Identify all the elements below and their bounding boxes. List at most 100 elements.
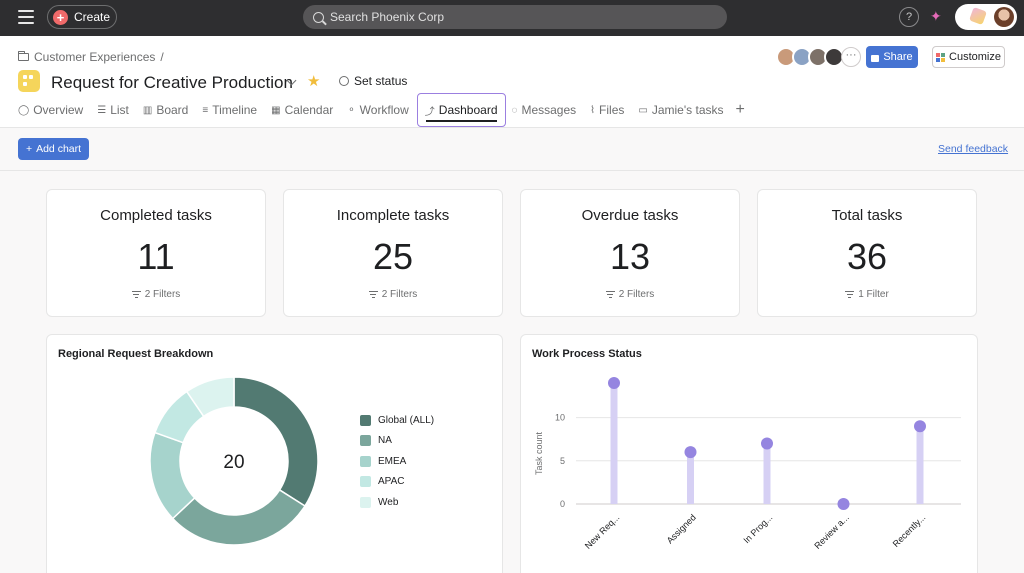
- tab-files[interactable]: ⌇ Files: [590, 98, 624, 122]
- tab-timeline[interactable]: ≡ Timeline: [202, 98, 257, 122]
- breadcrumb-separator: /: [160, 50, 164, 64]
- breadcrumb[interactable]: Customer Experiences /: [18, 50, 164, 64]
- data-point[interactable]: [608, 377, 620, 389]
- tab-workflow[interactable]: ⚬ Workflow: [347, 98, 409, 122]
- stat-value: 25: [372, 236, 414, 277]
- create-button[interactable]: + Create: [47, 5, 117, 29]
- share-button[interactable]: Share: [866, 46, 918, 68]
- legend-label: NA: [378, 435, 392, 446]
- stat-card-completed[interactable]: Completed tasks 11 2 Filters: [46, 189, 266, 317]
- add-chart-button[interactable]: + Add chart: [18, 138, 89, 160]
- stat-value: 11: [137, 236, 175, 277]
- data-point[interactable]: [761, 437, 773, 450]
- y-tick-label: 0: [560, 499, 565, 509]
- search-input[interactable]: Search Phoenix Corp: [303, 5, 727, 29]
- stat-card-incomplete[interactable]: Incomplete tasks 25 2 Filters: [283, 189, 503, 317]
- files-icon: ⌇: [590, 104, 596, 116]
- legend-item[interactable]: Web: [360, 496, 434, 508]
- member-avatars[interactable]: ···: [776, 47, 861, 67]
- legend-label: Global (ALL): [378, 414, 435, 426]
- legend-item[interactable]: Global (ALL): [360, 414, 435, 426]
- share-label: Share: [883, 51, 913, 63]
- tab-overview[interactable]: ◯ Overview: [18, 98, 83, 122]
- stat-label: Completed tasks: [100, 207, 212, 224]
- filters-label: 2 Filters: [144, 289, 181, 300]
- overview-icon: ◯: [18, 104, 30, 116]
- data-point[interactable]: [914, 420, 926, 433]
- help-icon[interactable]: ?: [899, 7, 919, 27]
- stat-filters[interactable]: 2 Filters: [47, 289, 265, 300]
- legend-item[interactable]: EMEA: [360, 455, 434, 467]
- stat-filters[interactable]: 2 Filters: [284, 289, 502, 300]
- filter-icon: [845, 291, 855, 298]
- legend-swatch: [360, 435, 371, 446]
- list-icon: ☰: [97, 104, 107, 116]
- stat-label: Total tasks: [831, 207, 903, 224]
- filter-icon: [131, 291, 141, 298]
- legend-item[interactable]: APAC: [360, 476, 434, 487]
- y-tick-label: 5: [560, 456, 565, 466]
- filter-icon: [605, 291, 615, 298]
- legend-item[interactable]: NA: [360, 435, 434, 446]
- legend-swatch: [360, 414, 371, 426]
- tab-label: Dashboard: [438, 103, 498, 117]
- x-tick-label: Recently...: [891, 512, 928, 549]
- add-chart-label: Add chart: [36, 143, 82, 155]
- lollipop-chart: 0 5 10 Task count New Req... Assigned In Prog.…: [534, 377, 961, 551]
- profile-menu[interactable]: [955, 4, 1017, 30]
- customize-button[interactable]: Customize: [932, 46, 1005, 68]
- stat-label: Overdue tasks: [581, 207, 679, 224]
- donut-slice[interactable]: [233, 376, 319, 508]
- chart-title: Regional Request Breakdown: [58, 348, 214, 360]
- breadcrumb-label[interactable]: Customer Experiences: [34, 50, 156, 64]
- tab-label: Files: [599, 103, 625, 117]
- lock-icon: [871, 54, 880, 62]
- work-process-card[interactable]: Work Process Status 0 5 10 Task count New Re…: [520, 334, 978, 573]
- send-feedback-link[interactable]: Send feedback: [938, 143, 1009, 155]
- tab-label: Workflow: [359, 103, 409, 117]
- calendar-icon: ▦: [271, 104, 281, 116]
- customize-label: Customize: [949, 51, 1001, 63]
- tab-calendar[interactable]: ▦ Calendar: [271, 98, 333, 122]
- stat-value: 36: [846, 236, 888, 277]
- tab-label: Overview: [33, 103, 84, 117]
- chart-legend: Global (ALL) NA EMEA APAC Web: [360, 414, 435, 518]
- divider: [0, 170, 1024, 171]
- board-icon: ▥: [142, 104, 153, 116]
- regional-breakdown-card[interactable]: Regional Request Breakdown 20 Global (AL…: [46, 334, 503, 573]
- search-icon: [313, 11, 324, 23]
- workflow-icon: ⚬: [347, 104, 356, 116]
- tab-list[interactable]: ☰ List: [97, 98, 129, 122]
- stat-filters[interactable]: 1 Filter: [758, 289, 976, 300]
- data-point[interactable]: [837, 498, 850, 510]
- donut-chart: 20: [149, 376, 319, 546]
- x-tick-label: New Req...: [583, 512, 622, 551]
- tab-board[interactable]: ▥ Board: [143, 98, 188, 122]
- y-axis-label: Task count: [534, 431, 544, 475]
- filter-icon: [368, 291, 378, 298]
- stat-filters[interactable]: 2 Filters: [521, 289, 739, 300]
- data-point[interactable]: [684, 446, 697, 459]
- filters-label: 2 Filters: [618, 289, 655, 300]
- set-status-button[interactable]: Set status: [339, 74, 407, 88]
- tab-messages[interactable]: ◌ Messages: [512, 98, 577, 122]
- donut-slice[interactable]: [185, 376, 235, 418]
- top-bar: + Create Search Phoenix Corp ? ✦: [0, 0, 1024, 36]
- legend-swatch: [360, 496, 371, 508]
- tab-label: Messages: [521, 103, 577, 117]
- more-members-icon[interactable]: ···: [841, 47, 861, 67]
- menu-icon[interactable]: [18, 10, 34, 24]
- sparkle-icon[interactable]: ✦: [930, 8, 942, 24]
- timeline-icon: ≡: [202, 104, 209, 116]
- star-icon[interactable]: ★: [307, 73, 321, 90]
- avatar: [994, 7, 1014, 27]
- add-tab-icon[interactable]: +: [735, 101, 745, 118]
- stat-card-total[interactable]: Total tasks 36 1 Filter: [757, 189, 977, 317]
- tab-dashboard[interactable]: ⤴ Dashboard: [416, 93, 506, 127]
- stat-card-overdue[interactable]: Overdue tasks 13 2 Filters: [520, 189, 740, 317]
- tab-jamies-tasks[interactable]: ▭ Jamie's tasks: [638, 98, 723, 122]
- lollipop-stem: [610, 383, 618, 504]
- page-title[interactable]: Request for Creative Production: [51, 73, 293, 92]
- customize-icon: [936, 52, 946, 62]
- x-tick-label: In Prog...: [742, 512, 775, 545]
